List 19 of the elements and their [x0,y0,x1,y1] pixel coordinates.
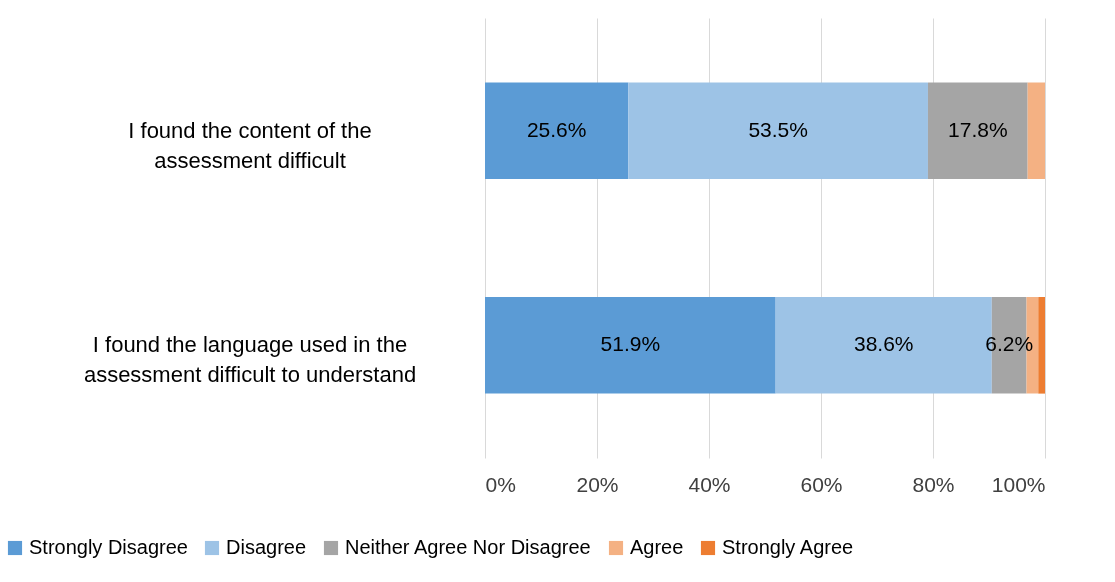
legend-label: Agree [630,536,684,558]
x-tick-label: 60% [800,472,843,496]
y-tick-label: I found the content of the assessment difficult [128,117,372,173]
data-label: 25.6% [526,117,587,141]
x-tick-label: 20% [576,472,619,496]
data-label: 51.9% [600,332,661,356]
x-tick-label: 0% [485,472,516,496]
data-label: 53.5% [748,117,808,141]
legend-label: Neither Agree Nor Disagree [345,536,591,558]
x-tick-label: 40% [688,472,731,496]
data-label: 17.8% [948,117,1008,141]
legend-label: Strongly Disagree [29,536,188,558]
x-tick-label: 80% [912,472,955,496]
y-tick-label: I found the language used in the assessment difficult to understand [83,332,417,388]
data-label: 6.2% [985,332,1034,356]
legend-label: Strongly Agree [722,536,854,558]
legend-label: Disagree [226,536,307,558]
x-tick-label: 100% [991,472,1046,496]
data-label: 38.6% [853,332,914,356]
